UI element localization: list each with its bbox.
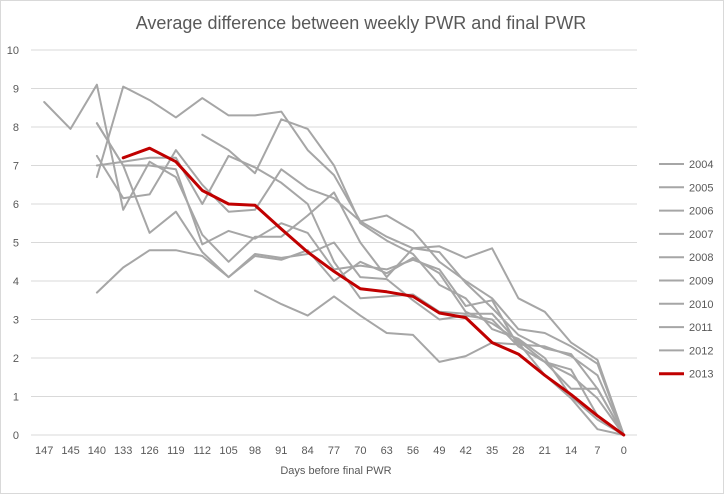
x-tick-label: 133 [114, 445, 132, 457]
x-tick-label: 7 [594, 445, 600, 457]
series-line-2004 [43, 83, 625, 436]
y-tick-label: 3 [13, 315, 19, 327]
y-tick-label: 10 [7, 45, 19, 57]
legend-label-2012: 2012 [689, 345, 713, 357]
x-axis-ticks: 147 145 140 133 126 119 112 105 98 91 84 77 70 63 56 49… [35, 445, 627, 457]
series-line-2013 [121, 146, 626, 437]
x-tick-label: 35 [486, 445, 498, 457]
x-tick-label: 14 [565, 445, 577, 457]
x-tick-label: 145 [61, 445, 79, 457]
x-tick-label: 140 [88, 445, 106, 457]
x-tick-label: 105 [219, 445, 237, 457]
legend-label-2009: 2009 [689, 276, 713, 288]
x-tick-label: 56 [407, 445, 419, 457]
y-tick-label: 8 [13, 122, 19, 134]
series-line-2005 [95, 122, 625, 436]
x-tick-label: 70 [354, 445, 366, 457]
series-lines [43, 83, 626, 437]
x-tick-label: 77 [328, 445, 340, 457]
chart-title: Average difference between weekly PWR an… [136, 13, 587, 33]
y-axis-ticks: 0 1 2 3 4 5 6 7 8 9 10 [7, 45, 19, 442]
series-line-2011 [95, 154, 625, 436]
series-line-2008 [95, 149, 625, 436]
legend-label-2005: 2005 [689, 182, 713, 194]
x-tick-label: 0 [621, 445, 627, 457]
y-tick-label: 4 [13, 276, 19, 288]
x-tick-label: 49 [433, 445, 445, 457]
series-line-2012 [95, 122, 625, 436]
series-line-2007 [95, 241, 625, 436]
x-tick-label: 112 [193, 445, 211, 457]
x-tick-label: 84 [302, 445, 314, 457]
y-tick-label: 7 [13, 161, 19, 173]
legend-label-2011: 2011 [689, 322, 713, 334]
x-tick-label: 28 [512, 445, 524, 457]
y-tick-label: 6 [13, 199, 19, 211]
x-tick-label: 91 [275, 445, 287, 457]
y-tick-label: 1 [13, 392, 19, 404]
y-tick-label: 5 [13, 238, 19, 250]
x-tick-label: 147 [35, 445, 53, 457]
series-line-2006 [95, 85, 625, 436]
legend-label-2013: 2013 [689, 369, 713, 381]
series-line-2009 [201, 118, 625, 436]
x-tick-label: 63 [381, 445, 393, 457]
x-tick-label: 98 [249, 445, 261, 457]
y-tick-label: 2 [13, 353, 19, 365]
legend-label-2004: 2004 [689, 159, 713, 171]
legend-label-2008: 2008 [689, 252, 713, 264]
legend: 2004 2005 2006 2007 2008 2009 2010 2011 2012 2013 [659, 159, 713, 381]
y-tick-label: 9 [13, 84, 19, 96]
x-axis-label: Days before final PWR [280, 465, 391, 477]
legend-label-2006: 2006 [689, 206, 713, 218]
x-tick-label: 21 [539, 445, 551, 457]
x-tick-label: 119 [167, 445, 185, 457]
y-tick-label: 0 [13, 430, 19, 442]
x-tick-label: 42 [460, 445, 472, 457]
legend-label-2007: 2007 [689, 229, 713, 241]
series-line-2010 [254, 289, 625, 436]
x-tick-label: 126 [140, 445, 158, 457]
legend-label-2010: 2010 [689, 299, 713, 311]
